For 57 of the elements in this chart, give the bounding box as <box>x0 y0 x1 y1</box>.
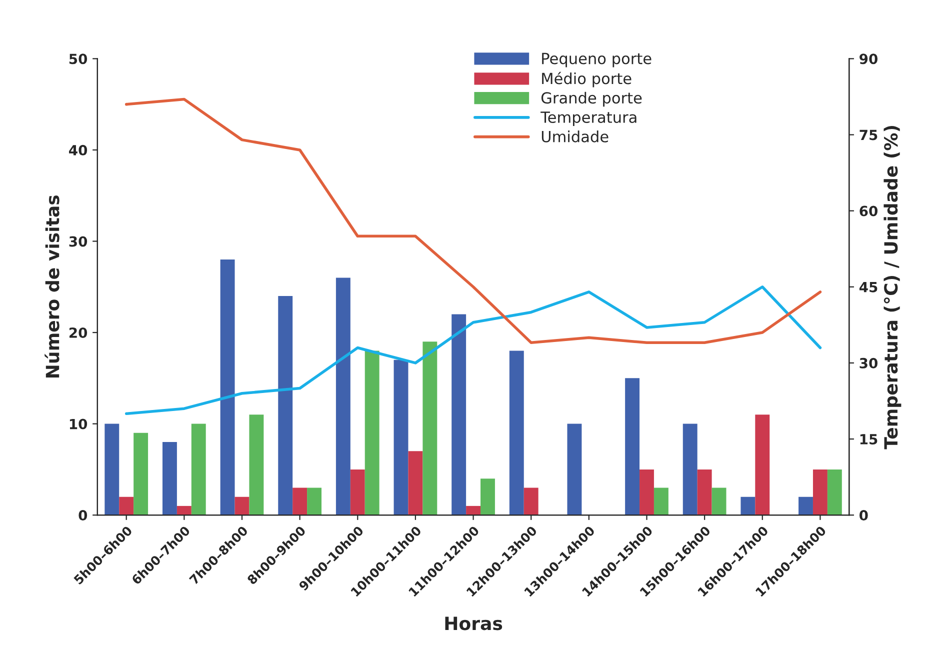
bar <box>408 451 423 516</box>
bar <box>625 378 640 516</box>
legend-label: Umidade <box>542 130 608 142</box>
bar <box>422 342 438 516</box>
y2-tick-label: 90 <box>860 54 878 64</box>
y-tick-label: 20 <box>69 327 88 338</box>
y-tick-label: 50 <box>69 54 88 64</box>
bar <box>524 488 538 516</box>
legend-label: Temperatura <box>540 112 636 126</box>
y2-tick-label: 30 <box>860 358 878 368</box>
bar <box>712 488 726 516</box>
legend-label: Pequeno porte <box>542 52 652 68</box>
bar <box>220 259 235 516</box>
y-tick-label: 10 <box>70 418 88 430</box>
y2-tick-label: 75 <box>860 130 878 140</box>
bar <box>394 360 408 516</box>
y-axis-title: Número de visitas <box>44 195 60 378</box>
bar <box>364 350 380 516</box>
bar <box>640 469 654 516</box>
y2-tick-label: 60 <box>860 206 878 216</box>
y2-tick-label: 0 <box>860 510 868 521</box>
bar <box>119 496 134 516</box>
bar <box>812 469 828 516</box>
bar <box>755 414 770 516</box>
bar <box>452 314 466 516</box>
y2-axis-title: Temperatura (°C) / Umidade (%) <box>884 126 902 450</box>
bar <box>682 424 698 516</box>
bar <box>292 488 308 516</box>
bar <box>740 496 756 516</box>
bar <box>176 506 192 516</box>
bar <box>191 424 206 516</box>
bar <box>104 424 120 516</box>
bar <box>827 469 842 516</box>
legend-label: Grande porte <box>541 92 642 107</box>
x-axis-title: Horas <box>445 616 502 630</box>
bar <box>278 296 293 516</box>
bar <box>134 432 148 516</box>
legend-label: Médio porte <box>542 72 632 88</box>
bar <box>567 424 582 516</box>
y-tick-label: 40 <box>69 144 88 156</box>
bar <box>798 496 813 516</box>
y2-tick-label: 15 <box>860 434 878 444</box>
line-series <box>124 285 822 416</box>
bar <box>466 506 481 516</box>
bar <box>249 414 264 516</box>
bar <box>350 469 365 516</box>
bar <box>509 350 524 516</box>
bar <box>162 442 177 516</box>
y2-tick-label: 45 <box>859 282 878 292</box>
bar <box>654 488 668 516</box>
y-tick-label: 0 <box>78 510 88 521</box>
bar <box>234 496 250 516</box>
bar <box>697 469 712 516</box>
bar <box>307 488 322 516</box>
bar <box>480 478 495 516</box>
bar <box>336 278 350 516</box>
y-tick-label: 30 <box>69 236 88 247</box>
